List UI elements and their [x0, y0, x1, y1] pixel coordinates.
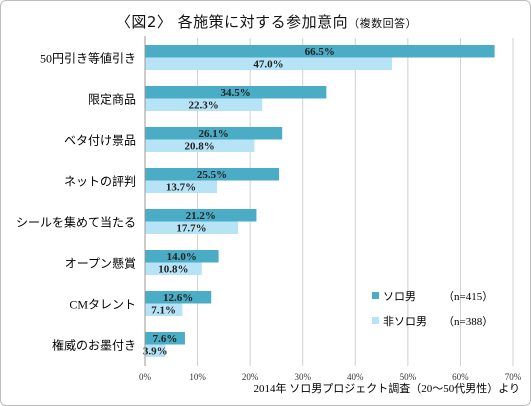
category-label: オープン懸賞 [65, 257, 136, 271]
legend-swatch-solo [372, 292, 379, 299]
chart-title-note: （複数回答） [348, 17, 418, 30]
data-label: 47.0% [253, 59, 283, 71]
data-label: 7.1% [151, 305, 176, 317]
legend-name: ソロ男 [383, 291, 416, 303]
source-note: 2014年 ソロ男プロジェクト調査（20～50代男性）より [253, 381, 520, 395]
data-label: 14.0% [167, 251, 197, 263]
legend-n: （n=415） [443, 290, 493, 303]
category-label: 50円引き等値引き [40, 51, 136, 66]
bar-solo [145, 86, 327, 99]
bar-solo [145, 332, 185, 345]
data-label: 25.5% [197, 169, 227, 181]
data-label: 66.5% [305, 46, 335, 58]
category-label: ベタ付け景品 [64, 134, 136, 148]
x-tick-label: 20% [242, 372, 259, 382]
x-tick-label: 10% [189, 372, 206, 382]
x-tick-label: 0% [139, 372, 152, 382]
bar-nonsolo [145, 98, 263, 111]
x-tick-label: 30% [294, 372, 311, 382]
category-label: CMタレント [69, 298, 136, 312]
legend-swatch-nonsolo [372, 317, 379, 324]
bar-nonsolo [145, 262, 202, 275]
x-tick-label: 40% [347, 372, 364, 382]
data-label: 13.7% [166, 182, 196, 194]
x-tick-label: 70% [505, 372, 522, 382]
chart-title-main: 〈図2〉 各施策に対する参加意向 [115, 13, 349, 31]
data-label: 20.8% [185, 141, 215, 153]
data-label: 21.2% [186, 210, 216, 222]
bar-solo [145, 168, 280, 181]
data-label: 26.1% [198, 128, 228, 140]
bar-nonsolo [145, 180, 218, 193]
bar-solo [145, 250, 219, 263]
legend-name: 非ソロ男 [383, 315, 427, 328]
data-label: 12.6% [163, 292, 193, 304]
x-tick-label: 50% [400, 372, 417, 382]
bar-solo [145, 127, 283, 140]
bar-nonsolo [145, 139, 255, 152]
bar-solo [145, 45, 495, 58]
data-label: 10.8% [158, 264, 188, 276]
category-label: ネットの評判 [64, 174, 136, 189]
bar-solo [145, 291, 212, 304]
category-label: シールを集めて当たる [16, 215, 136, 230]
x-tick-label: 60% [452, 372, 469, 382]
data-label: 3.9% [143, 346, 168, 358]
data-label: 17.7% [176, 223, 206, 235]
category-label: 権威のお墨付き [52, 338, 136, 353]
bar-nonsolo [145, 221, 239, 234]
bar-solo [145, 209, 257, 222]
data-label: 7.6% [153, 333, 178, 345]
bar-nonsolo [145, 57, 393, 70]
legend-n: （n=388） [443, 315, 493, 328]
chart-title: 〈図2〉 各施策に対する参加意向（複数回答） [1, 11, 531, 32]
bar-nonsolo [145, 344, 166, 357]
category-label: 限定商品 [88, 92, 136, 107]
data-label: 22.3% [188, 100, 218, 112]
bar-nonsolo [145, 303, 183, 316]
data-label: 34.5% [221, 87, 251, 99]
